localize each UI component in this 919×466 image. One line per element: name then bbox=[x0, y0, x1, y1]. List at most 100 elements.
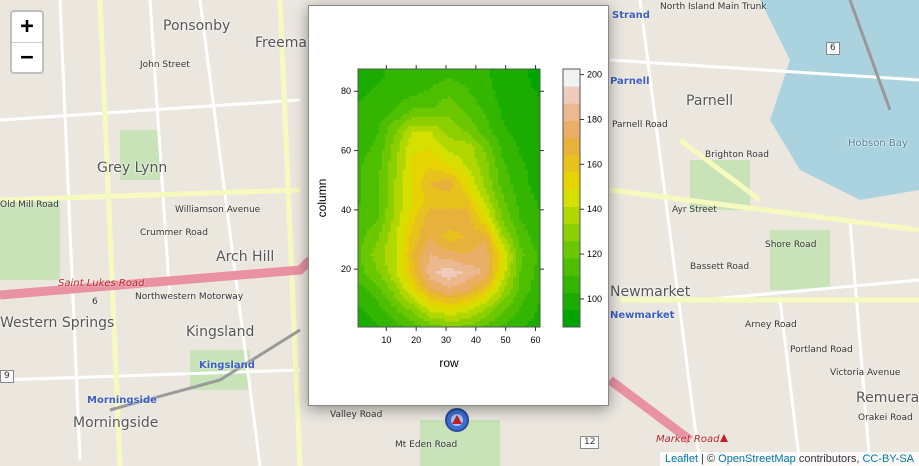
heatmap-cell bbox=[495, 166, 499, 171]
heatmap-cell bbox=[435, 306, 439, 310]
heatmap-cell bbox=[429, 249, 433, 254]
heatmap-cell bbox=[456, 229, 460, 233]
heatmap-cell bbox=[369, 270, 374, 275]
zoom-out-button[interactable]: − bbox=[12, 42, 42, 72]
heatmap-cell bbox=[381, 80, 386, 85]
heatmap-cell bbox=[495, 152, 499, 156]
heatmap-cell bbox=[405, 77, 410, 82]
heatmap-cell bbox=[477, 190, 481, 194]
heatmap-cell bbox=[465, 80, 469, 85]
heatmap-cell bbox=[384, 80, 389, 85]
heatmap-cell bbox=[408, 137, 413, 141]
heatmap-cell bbox=[360, 104, 365, 108]
heatmap-cell bbox=[492, 276, 496, 280]
heatmap-cell bbox=[423, 86, 428, 91]
heatmap-cell bbox=[369, 285, 374, 289]
heatmap-cell bbox=[447, 172, 451, 177]
heatmap-cell bbox=[438, 288, 442, 292]
heatmap-cell bbox=[369, 128, 374, 132]
heatmap-cell bbox=[369, 205, 374, 209]
heatmap-cell bbox=[414, 226, 419, 230]
heatmap-cell bbox=[438, 294, 442, 298]
heatmap-cell bbox=[501, 243, 505, 248]
heatmap-cell bbox=[477, 80, 481, 85]
heatmap-cell bbox=[501, 190, 505, 194]
heatmap-cell bbox=[516, 217, 520, 221]
heatmap-cell bbox=[525, 243, 529, 248]
heatmap-cell bbox=[414, 249, 419, 254]
heatmap-cell bbox=[510, 193, 514, 197]
heatmap-cell bbox=[408, 294, 413, 298]
heatmap-cell bbox=[501, 104, 505, 108]
heatmap-cell bbox=[372, 211, 377, 215]
zoom-in-button[interactable]: + bbox=[20, 14, 34, 39]
street-label: North Island Main Trunk bbox=[660, 2, 767, 12]
heatmap-cell bbox=[438, 193, 442, 197]
heatmap-cell bbox=[363, 232, 368, 236]
heatmap-cell bbox=[459, 152, 463, 156]
heatmap-cell bbox=[444, 113, 448, 117]
heatmap-cell bbox=[378, 238, 383, 242]
heatmap-cell bbox=[504, 163, 508, 168]
heatmap-cell bbox=[507, 211, 511, 215]
heatmap-cell bbox=[358, 137, 362, 141]
heatmap-cell bbox=[498, 143, 502, 147]
heatmap-cell bbox=[480, 143, 484, 147]
heatmap-cell bbox=[375, 113, 380, 117]
heatmap-cell bbox=[387, 309, 392, 313]
heatmap-cell bbox=[435, 86, 439, 91]
heatmap-cell bbox=[450, 89, 454, 94]
heatmap-cell bbox=[411, 83, 416, 88]
heatmap-cell bbox=[450, 261, 454, 266]
heatmap-cell bbox=[372, 71, 377, 76]
heatmap-cell bbox=[366, 205, 371, 209]
heatmap-cell bbox=[492, 69, 496, 73]
heatmap-cell bbox=[444, 205, 448, 209]
map-marker[interactable] bbox=[444, 407, 472, 435]
heatmap-cell bbox=[408, 178, 413, 183]
heatmap-cell bbox=[408, 152, 413, 156]
heatmap-cell bbox=[360, 152, 365, 156]
heatmap-cell bbox=[498, 199, 502, 203]
heatmap-cell bbox=[360, 172, 365, 177]
heatmap-cell bbox=[360, 155, 365, 159]
heatmap-cell bbox=[402, 74, 407, 79]
heatmap-cell bbox=[384, 187, 389, 191]
heatmap-cell bbox=[462, 190, 466, 194]
heatmap-cell bbox=[444, 166, 448, 171]
heatmap-cell bbox=[363, 306, 368, 310]
heatmap-cell bbox=[489, 137, 493, 141]
heatmap-cell bbox=[480, 217, 484, 221]
heatmap-cell bbox=[522, 249, 526, 254]
heatmap-cell bbox=[489, 125, 493, 129]
heatmap-cell bbox=[495, 324, 499, 328]
heatmap-cell bbox=[483, 235, 487, 239]
heatmap-cell bbox=[396, 270, 401, 275]
heatmap-cell bbox=[459, 101, 463, 105]
heatmap-cell bbox=[495, 261, 499, 266]
heatmap-cell bbox=[429, 205, 433, 209]
heatmap-cell bbox=[510, 285, 514, 289]
heatmap-cell bbox=[399, 122, 404, 126]
heatmap-cell bbox=[516, 89, 520, 94]
heatmap-cell bbox=[513, 282, 517, 286]
heatmap-cell bbox=[399, 152, 404, 156]
heatmap-cell bbox=[372, 80, 377, 85]
heatmap-cell bbox=[510, 131, 514, 135]
heatmap-cell bbox=[360, 137, 365, 141]
heatmap-cell bbox=[453, 303, 457, 307]
heatmap-cell bbox=[450, 131, 454, 135]
heatmap-cell bbox=[360, 83, 365, 88]
heatmap-cell bbox=[525, 297, 529, 301]
heatmap-cell bbox=[402, 291, 407, 295]
heatmap-cell bbox=[468, 131, 472, 135]
heatmap-cell bbox=[498, 217, 502, 221]
heatmap-cell bbox=[465, 169, 469, 174]
heatmap-cell bbox=[396, 80, 401, 85]
heatmap-cell bbox=[522, 264, 526, 269]
heatmap-cell bbox=[513, 288, 517, 292]
heatmap-cell bbox=[369, 149, 374, 153]
heatmap-cell bbox=[522, 324, 526, 328]
heatmap-cell bbox=[453, 187, 457, 191]
heatmap-cell bbox=[417, 208, 422, 212]
